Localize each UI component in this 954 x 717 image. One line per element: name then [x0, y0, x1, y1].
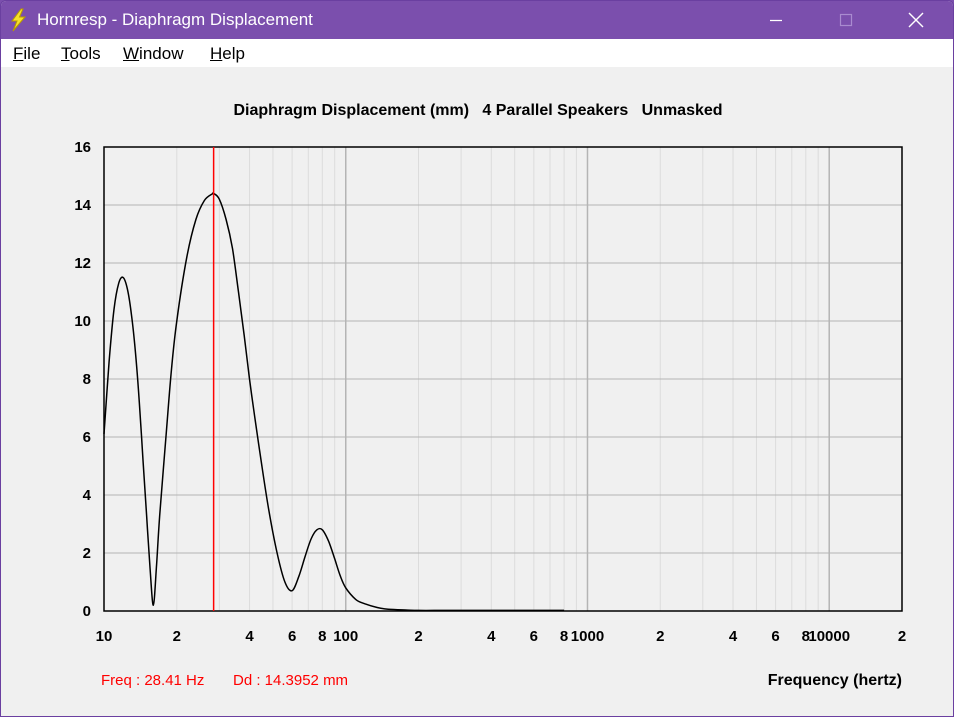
readout-frequency: Freq : 28.41 Hz — [101, 672, 204, 689]
y-tick-label: 14 — [74, 197, 91, 214]
x-tick-label: 6 — [771, 628, 779, 645]
menu-bar: File Tools Window Help — [1, 39, 953, 67]
x-tick-label: 8 — [560, 628, 568, 645]
menu-file-mnemonic: F — [13, 44, 24, 63]
title-bar[interactable]: Hornresp - Diaphragm Displacement — [1, 1, 953, 39]
y-tick-label: 12 — [74, 255, 91, 272]
y-tick-label: 8 — [83, 371, 91, 388]
x-tick-label: 8 — [802, 628, 810, 645]
y-tick-label: 0 — [83, 603, 91, 620]
maximize-icon — [839, 13, 853, 27]
displacement-curve — [103, 192, 565, 612]
menu-help-label: elp — [222, 44, 245, 63]
displacement-chart[interactable]: Diaphragm Displacement (mm) 4 Parallel S… — [1, 67, 953, 716]
menu-help[interactable]: Help — [210, 44, 245, 64]
y-tick-label: 6 — [83, 429, 91, 446]
x-tick-label: 4 — [487, 628, 496, 645]
close-button[interactable] — [893, 1, 939, 39]
menu-window-mnemonic: W — [123, 44, 140, 63]
y-tick-label: 4 — [83, 487, 92, 504]
x-axis-label: Frequency (hertz) — [768, 672, 902, 689]
x-tick-label: 2 — [656, 628, 664, 645]
x-tick-label: 4 — [245, 628, 254, 645]
x-tick-label: 6 — [288, 628, 296, 645]
x-tick-label: 6 — [530, 628, 538, 645]
x-tick-label: 2 — [173, 628, 181, 645]
y-tick-label: 10 — [74, 313, 91, 330]
window-title: Hornresp - Diaphragm Displacement — [37, 10, 313, 29]
x-tick-label: 2 — [414, 628, 422, 645]
minimize-icon — [770, 19, 782, 22]
x-tick-label: 10000 — [808, 628, 850, 645]
chart-area[interactable]: Diaphragm Displacement (mm) 4 Parallel S… — [1, 67, 953, 716]
menu-file[interactable]: File — [13, 44, 40, 64]
x-tick-label: 100 — [333, 628, 358, 645]
lightning-bolt-icon — [11, 8, 27, 32]
chart-title: Diaphragm Displacement (mm) 4 Parallel S… — [233, 102, 722, 119]
close-icon — [908, 12, 924, 28]
x-tick-label: 8 — [318, 628, 326, 645]
menu-tools-mnemonic: T — [61, 44, 70, 63]
menu-window[interactable]: Window — [123, 44, 183, 64]
y-tick-labels: 0 2 4 6 8 10 12 14 16 — [74, 139, 91, 620]
minimize-button[interactable] — [753, 1, 799, 39]
y-tick-label: 16 — [74, 139, 91, 156]
x-tick-label: 2 — [898, 628, 906, 645]
x-tick-label: 4 — [729, 628, 738, 645]
maximize-button[interactable] — [823, 1, 869, 39]
menu-tools-label: ools — [69, 44, 101, 63]
readout-displacement: Dd : 14.3952 mm — [233, 672, 348, 689]
menu-help-mnemonic: H — [210, 44, 223, 63]
grid-lines — [104, 147, 902, 611]
x-tick-label: 10 — [96, 628, 113, 645]
menu-window-label: indow — [139, 44, 184, 63]
x-tick-label: 1000 — [571, 628, 604, 645]
y-tick-label: 2 — [83, 545, 91, 562]
menu-file-label: ile — [23, 44, 41, 63]
menu-tools[interactable]: Tools — [61, 44, 101, 64]
